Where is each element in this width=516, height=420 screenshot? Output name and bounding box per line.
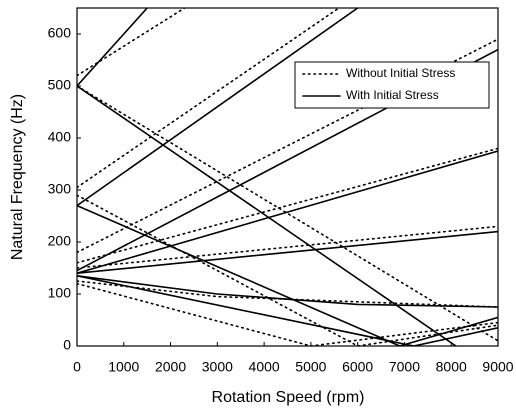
series-line: [77, 274, 498, 346]
x-tick-label: 6000: [342, 359, 373, 375]
series-line: [77, 8, 186, 77]
series-line: [77, 204, 498, 346]
x-tick-label: 8000: [436, 359, 467, 375]
x-tick-label: 3000: [202, 359, 233, 375]
legend-label: Without Initial Stress: [346, 66, 455, 80]
y-tick-label: 300: [48, 181, 72, 197]
series-line: [77, 282, 498, 346]
y-tick-label: 500: [48, 77, 72, 93]
y-axis-label: Natural Frequency (Hz): [9, 94, 26, 260]
y-tick-label: 100: [48, 285, 72, 301]
legend-label: With Initial Stress: [346, 88, 439, 102]
series-line: [77, 194, 498, 346]
plot-frame: [76, 7, 499, 347]
series-line: [77, 147, 498, 264]
y-tick-label: 600: [48, 25, 72, 41]
legend-box: [294, 61, 490, 109]
series-line: [77, 230, 498, 275]
x-tick-label: 9000: [482, 359, 513, 375]
y-tick-label: 400: [48, 129, 72, 145]
x-tick-label: 1000: [108, 359, 139, 375]
y-tick-label: 0: [63, 337, 71, 353]
series-line: [77, 38, 498, 254]
x-axis-label: Rotation Speed (rpm): [212, 389, 365, 406]
series-line: [77, 85, 457, 346]
series-line: [77, 8, 359, 207]
x-tick-label: 2000: [155, 359, 186, 375]
series-line: [77, 225, 498, 269]
series-line: [77, 85, 498, 342]
x-tick-label: 4000: [249, 359, 280, 375]
x-tick-label: 7000: [389, 359, 420, 375]
series-line: [77, 8, 148, 87]
plot-area: [77, 8, 498, 346]
series-line: [77, 8, 340, 189]
y-tick-label: 200: [48, 233, 72, 249]
x-tick-label: 5000: [295, 359, 326, 375]
x-tick-label: 0: [73, 359, 81, 375]
series-line: [77, 274, 498, 308]
series-line: [77, 150, 498, 275]
